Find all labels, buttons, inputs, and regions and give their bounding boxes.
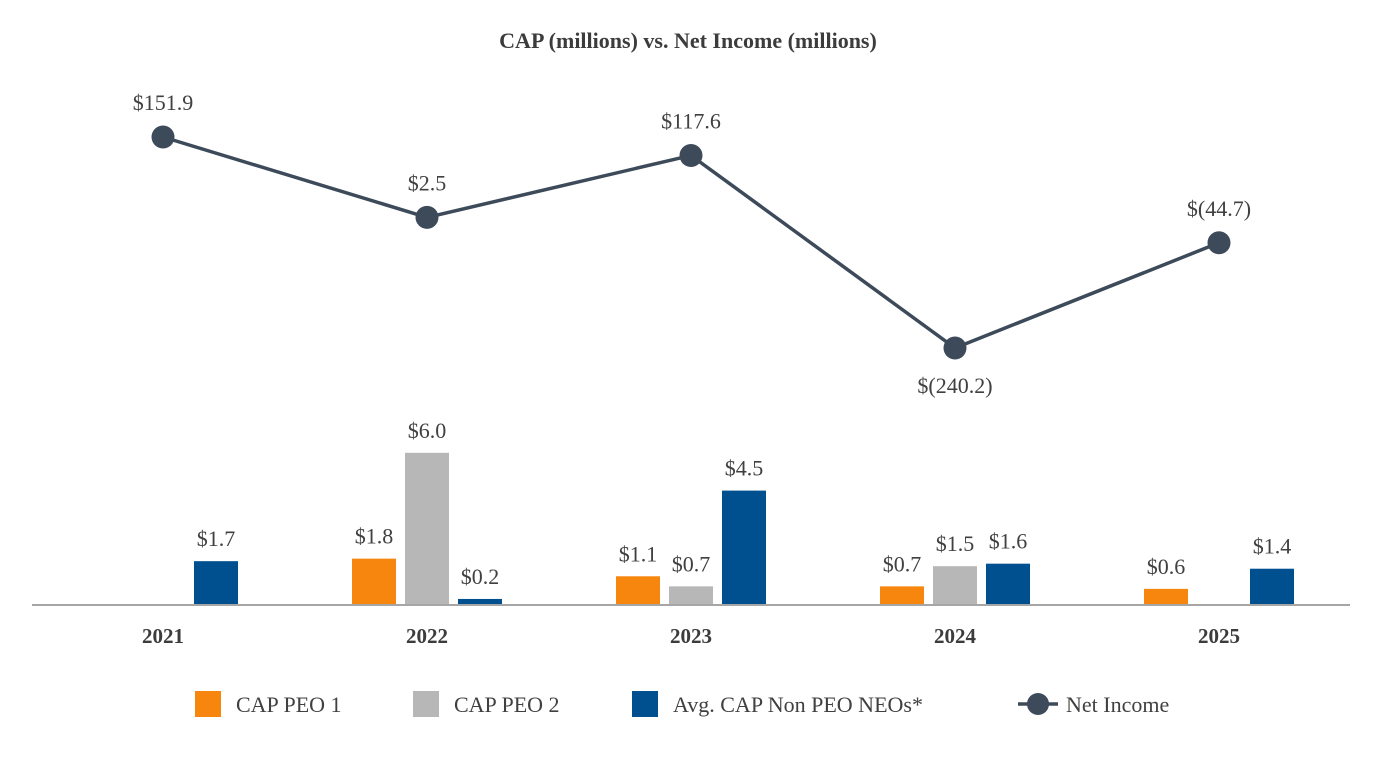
point-net-income-2024	[943, 336, 967, 360]
line-net-income	[162, 135, 1220, 350]
bar-cap-peo-1-2024	[880, 586, 924, 604]
bar-cap-peo-1-2023	[616, 576, 660, 604]
bars-layer: $1.7 $1.8 $6.0 $0.2 $1.1 $0.7 $4.5 $0.7 $1.5 $1.6…	[194, 418, 1294, 604]
point-net-income-2021	[151, 125, 175, 149]
data-label-cap-peo-1-2023: $1.1	[619, 541, 658, 566]
data-label-cap-peo-1-2025: $0.6	[1147, 554, 1186, 579]
point-net-income-2025	[1207, 231, 1231, 255]
category-label-2022: 2022	[406, 624, 448, 648]
bar-avg-cap-non-peo-neos-2023	[722, 490, 766, 604]
category-labels: 2021 2022 2023 2024 2025	[142, 624, 1240, 648]
line-layer: $151.9 $2.5 $117.6 $(240.2) $(44.7)	[133, 90, 1251, 398]
legend-label-cap-peo-2: CAP PEO 2	[454, 692, 560, 717]
legend-label-cap-peo-1: CAP PEO 1	[236, 692, 342, 717]
data-label-net-income-2023: $117.6	[661, 108, 721, 133]
data-label-cap-peo-2-2024: $1.5	[936, 531, 975, 556]
bar-avg-cap-non-peo-neos-2022	[458, 598, 502, 604]
data-label-net-income-2025: $(44.7)	[1187, 196, 1251, 221]
data-label-net-income-2021: $151.9	[133, 90, 194, 115]
chart-title: CAP (millions) vs. Net Income (millions)	[499, 28, 877, 53]
bar-cap-peo-2-2023	[669, 586, 713, 604]
category-label-2021: 2021	[142, 624, 184, 648]
category-label-2024: 2024	[934, 624, 977, 648]
legend-label-avg-cap-non-peo-neos: Avg. CAP Non PEO NEOs*	[673, 692, 923, 717]
legend: CAP PEO 1 CAP PEO 2 Avg. CAP Non PEO NEOs*…	[195, 691, 1169, 717]
bar-avg-cap-non-peo-neos-2021	[194, 561, 238, 604]
point-net-income-2022	[415, 205, 439, 229]
bar-cap-peo-1-2022	[352, 558, 396, 604]
category-label-2025: 2025	[1198, 624, 1240, 648]
bar-cap-peo-1-2025	[1144, 588, 1188, 604]
bar-cap-peo-2-2024	[933, 566, 977, 604]
point-net-income-2023	[679, 143, 703, 167]
legend-swatch-cap-peo-2	[413, 691, 439, 717]
data-label-avg-cap-non-peo-neos-2025: $1.4	[1253, 534, 1292, 559]
bar-avg-cap-non-peo-neos-2025	[1250, 568, 1294, 604]
data-label-net-income-2022: $2.5	[408, 170, 447, 195]
data-label-avg-cap-non-peo-neos-2022: $0.2	[461, 564, 500, 589]
legend-swatch-cap-peo-1	[195, 691, 221, 717]
legend-label-net-income: Net Income	[1066, 692, 1169, 717]
data-label-avg-cap-non-peo-neos-2021: $1.7	[197, 526, 236, 551]
category-label-2023: 2023	[670, 624, 712, 648]
bar-cap-peo-2-2022	[405, 452, 449, 604]
data-label-avg-cap-non-peo-neos-2024: $1.6	[989, 529, 1028, 554]
legend-marker-net-income	[1027, 693, 1049, 715]
data-label-cap-peo-2-2023: $0.7	[672, 551, 711, 576]
data-label-cap-peo-1-2022: $1.8	[355, 524, 394, 549]
data-label-cap-peo-1-2024: $0.7	[883, 551, 922, 576]
data-label-avg-cap-non-peo-neos-2023: $4.5	[725, 456, 764, 481]
data-label-net-income-2024: $(240.2)	[917, 373, 992, 398]
data-label-cap-peo-2-2022: $6.0	[408, 418, 447, 443]
legend-swatch-avg-cap-non-peo-neos	[632, 691, 658, 717]
bar-avg-cap-non-peo-neos-2024	[986, 563, 1030, 604]
